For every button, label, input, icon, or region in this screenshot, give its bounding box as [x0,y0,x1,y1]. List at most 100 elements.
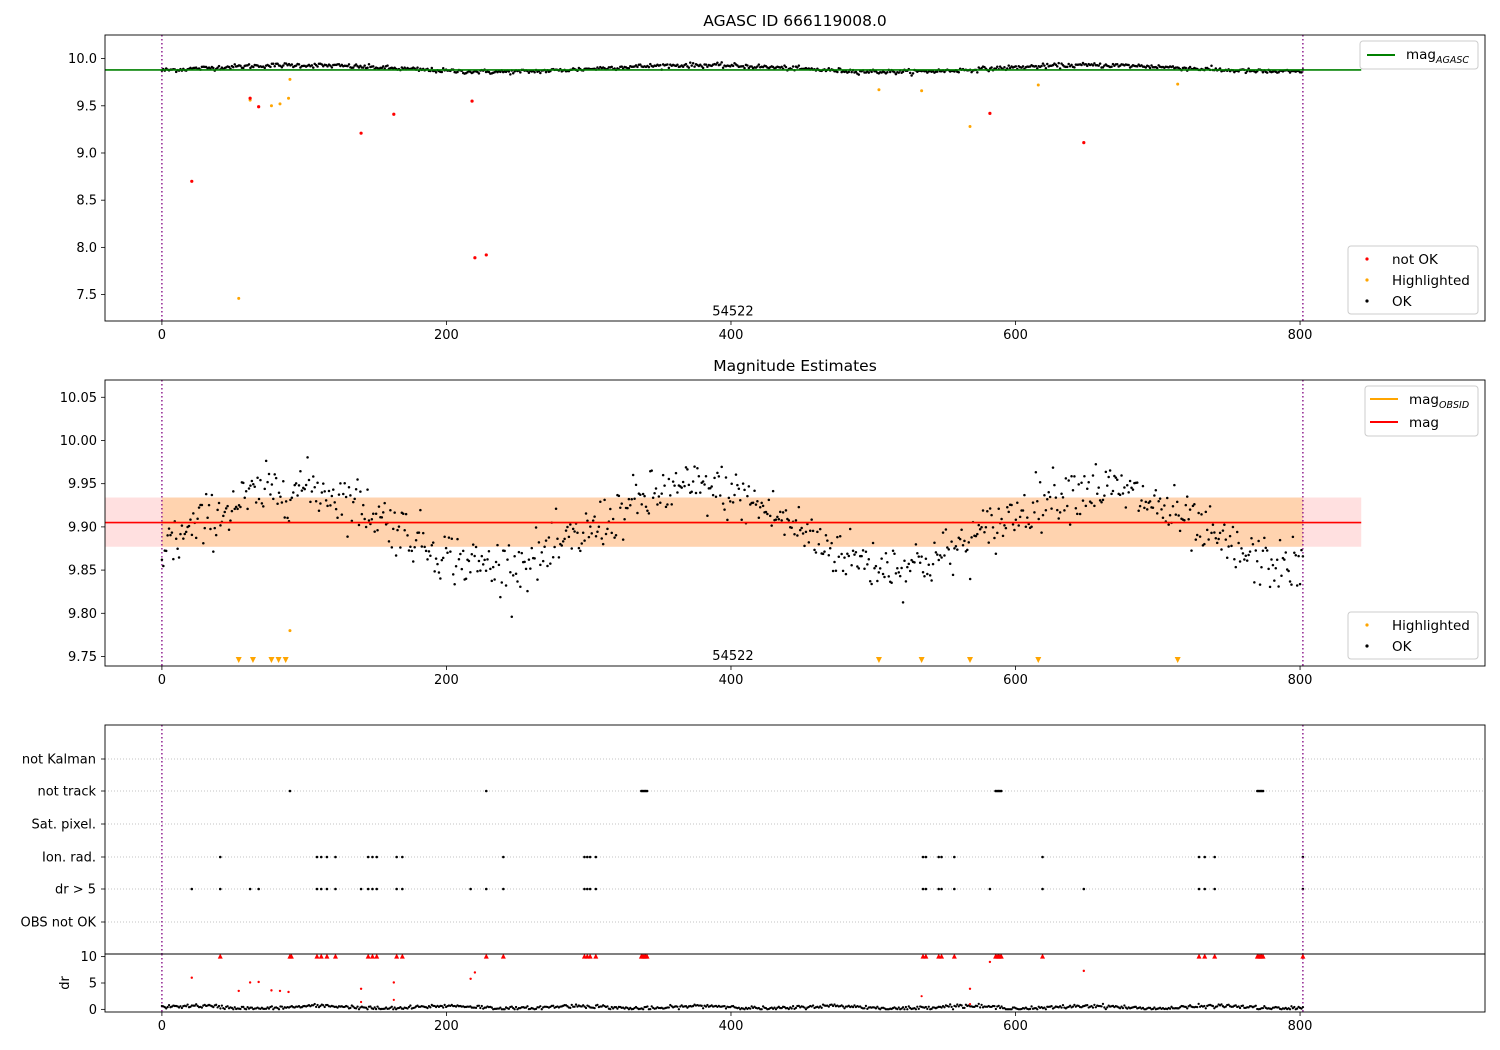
mag-ok-point [490,579,494,583]
mag-ok-point [994,552,998,556]
mag-ok-point [1000,517,1003,521]
flag-point [999,789,1003,793]
dr-ok-point [1168,1007,1172,1010]
dr-ok-point [366,1008,369,1011]
mag-ok-point [1128,479,1132,483]
dr-small-red-point [359,1000,363,1004]
mag-ok-point [727,496,731,500]
dr-ok-point [976,1004,979,1008]
agasc-ok-point [194,66,198,69]
mag-ok-point [1233,557,1236,561]
dr-ok-point [1197,1002,1200,1006]
mag-ok-point [699,491,702,494]
mag-ok-point [1194,538,1198,541]
dr-ok-point [979,1006,982,1009]
dr-ok-point [1104,1007,1107,1011]
mag-ok-point [1130,486,1133,490]
dr-ok-point [1290,1005,1293,1008]
agasc-ok-point [1091,64,1095,67]
dr-ok-point [540,1008,543,1011]
mag-ok-point [1021,509,1025,512]
mag-ok-point [673,484,676,487]
mag-ok-point [709,486,712,490]
dr-ok-point [440,1004,443,1008]
dr-ok-point [354,1007,358,1010]
mag-ok-point [457,558,461,561]
mag-ok-point [356,478,359,481]
mag-ok-point [923,574,926,578]
mag-ok-point [407,549,411,552]
panel-agasc-plot [105,35,1362,321]
agasc-ytick-label: 10.0 [68,52,97,67]
agasc-notok-point [484,253,488,257]
dr-ok-point [949,1003,952,1006]
agasc-ok-point [276,62,279,65]
mag-ok-point [1241,552,1245,555]
mag-offscale-marker [268,657,275,663]
dr-ok-point [1170,1005,1173,1008]
mag-ok-point [500,581,504,584]
legend-ok-marker [1365,299,1369,303]
mag-ok-point [701,480,705,483]
mag-ok-point [917,555,921,558]
mag-ok-point [863,567,866,571]
mag-ok-point [720,465,723,469]
dr-ok-point [1227,1003,1230,1006]
mag-ok-point [1126,484,1129,487]
dr-ok-point [774,1008,778,1011]
mag-ok-point [617,494,621,498]
mag-ok-point [316,481,319,485]
mag-ok-point [868,579,872,583]
mag-ok-point [1161,516,1165,519]
dr-ok-point [322,1004,325,1007]
agasc-ok-point [527,71,531,74]
mag-ok-point [1096,492,1099,496]
dr-small-red-point [920,995,923,998]
mag-ok-point [833,560,836,564]
dr-ok-point [791,1005,795,1008]
mag-ok-point [300,489,304,492]
mag-ok-point [1107,475,1110,479]
dr-xtick-label: 800 [1288,1019,1313,1034]
mag-ok-point [469,570,472,574]
mag-ok-point [537,541,541,544]
mag-ytick-label: 9.80 [68,607,97,622]
mag-ok-point [397,525,401,528]
mag-ok-point [630,497,633,501]
agasc-ok-point [1003,65,1006,69]
mag-ok-point [509,570,512,574]
mag-ok-point [307,478,311,482]
agasc-ok-point [1044,66,1048,70]
agasc-ok-point [440,70,444,74]
mag-ok-point [256,476,259,479]
mag-ok-point [369,522,372,526]
mag-ok-point [886,561,889,564]
mag-ok-point [706,514,709,517]
mag-ok-point [249,484,252,487]
agasc-ok-point [416,66,419,69]
agasc-notok-point [248,96,252,100]
mag-ok-point [610,531,613,535]
mag-ok-point [1238,560,1242,563]
mag-ok-point [1205,528,1209,532]
mag-ok-point [667,477,671,481]
mag-ok-point [1010,503,1013,507]
dr-ok-point [593,1007,596,1010]
mag-ok-point [614,534,618,537]
agasc-highlighted-point [278,102,282,106]
agasc-ok-point [441,67,445,70]
mag-ok-point [1171,505,1175,508]
mag-ok-point [924,557,928,560]
mag-ok-point [680,486,683,489]
mag-ok-point [449,550,452,553]
mag-ok-point [467,559,471,563]
flag-point [375,887,379,891]
agasc-ok-point [294,64,298,67]
dr-ok-point [1103,1006,1106,1009]
mag-ok-point [529,567,532,570]
agasc-ok-point [897,71,901,74]
mag-ok-point [740,518,743,522]
dr-ok-point [914,1008,918,1011]
dr-ok-point [843,1007,846,1010]
mag-ok-point [563,537,566,541]
